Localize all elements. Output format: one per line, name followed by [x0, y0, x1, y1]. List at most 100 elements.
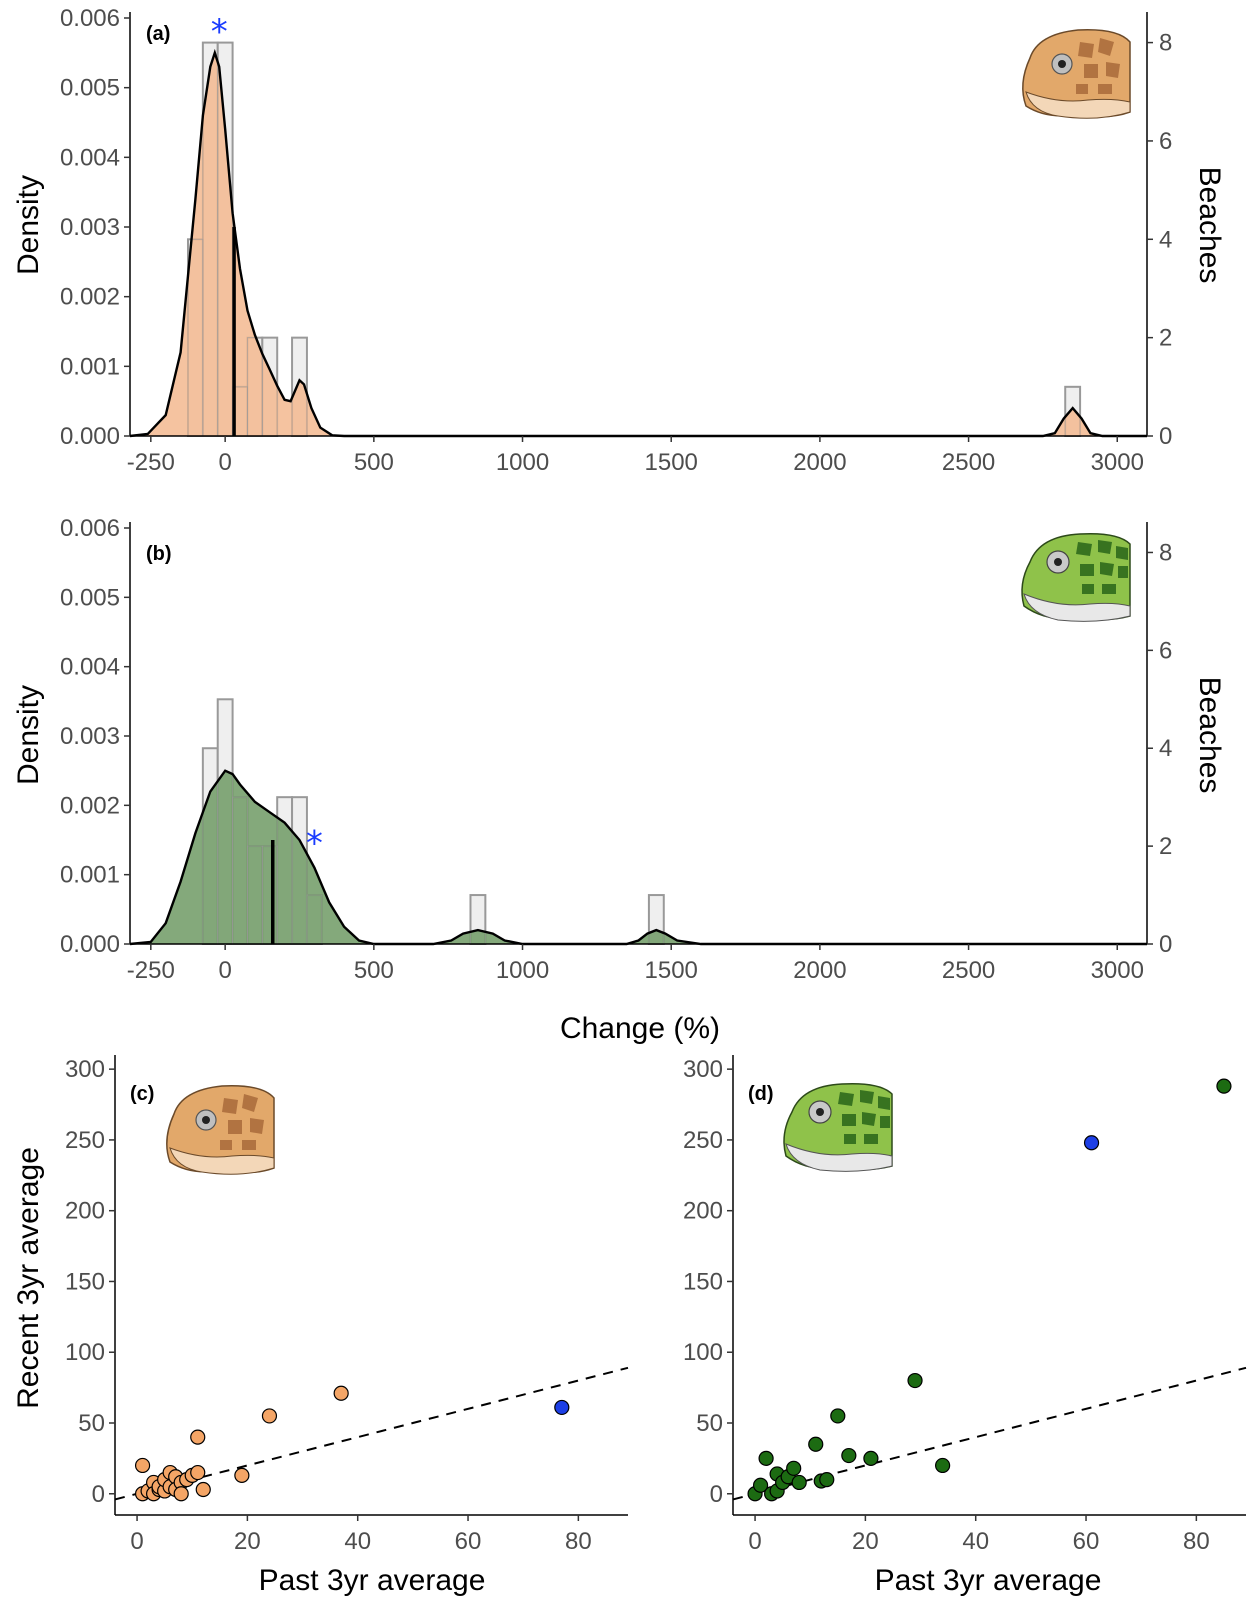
x-tick-label: 20	[852, 1528, 879, 1555]
scatter-point	[786, 1460, 802, 1476]
green-turtle-head-icon	[1021, 532, 1131, 622]
x-tick-label: -250	[127, 957, 175, 984]
reference-line	[732, 1366, 1247, 1501]
x-tick-label: 0	[218, 957, 231, 984]
data-points	[134, 1385, 570, 1502]
x-tick-label: 2500	[942, 449, 995, 476]
y-tick-label: 0.004	[60, 144, 120, 171]
x-tick-label: 60	[1073, 1528, 1100, 1555]
y-tick-label: 0.003	[60, 214, 120, 241]
right-y-tick-label: 6	[1159, 128, 1172, 155]
density-area	[129, 698, 1147, 946]
x-tick-label: 0	[748, 1528, 761, 1555]
x-tick-label: 60	[455, 1528, 482, 1555]
x-tick-label: 500	[354, 957, 394, 984]
x-tick-label: 80	[565, 1528, 592, 1555]
y-axis-title: Recent 3yr average	[12, 1147, 45, 1409]
y-tick-label: 250	[683, 1127, 723, 1154]
right-y-tick-label: 4	[1159, 735, 1172, 762]
x-axis-title: Change (%)	[560, 1012, 720, 1045]
scatter-point	[234, 1467, 250, 1483]
x-tick-label: 0	[218, 449, 231, 476]
x-tick-label: 1000	[496, 449, 549, 476]
panel-b-histogram: -250 0 500 1000 1500 2000 2500 3000 0.000 0.001 0.…	[12, 515, 1226, 1045]
loggerhead-turtle-head-icon	[1022, 29, 1131, 119]
x-tick-label: 3000	[1091, 957, 1144, 984]
y-tick-label: 150	[65, 1268, 105, 1295]
y-tick-label: 0.006	[60, 515, 120, 542]
y-tick-label: 0.000	[60, 931, 120, 958]
x-tick-label: 2000	[793, 449, 846, 476]
data-points	[747, 1078, 1232, 1502]
scatter-point	[935, 1457, 951, 1474]
x-tick-label: 2000	[793, 957, 846, 984]
scatter-point	[752, 1477, 769, 1493]
axes	[109, 1055, 628, 1521]
x-tick-label: 20	[234, 1528, 261, 1555]
y-tick-label: 0.003	[60, 723, 120, 750]
x-tick-label: 2500	[942, 957, 995, 984]
scatter-point	[333, 1385, 349, 1401]
tick-labels: -250 0 500 1000 1500 2000 2500 3000 0.000 0.001 0.…	[60, 515, 1172, 984]
y-tick-label: 0.002	[60, 792, 120, 819]
x-axis-title: Past 3yr average	[259, 1564, 486, 1597]
x-tick-label: 40	[344, 1528, 371, 1555]
y-tick-label: 300	[65, 1056, 105, 1083]
scatter-point	[190, 1464, 206, 1481]
scatter-point	[173, 1486, 189, 1502]
y-tick-label: 0.002	[60, 284, 120, 311]
y-tick-label: 50	[78, 1410, 105, 1437]
scatter-point	[195, 1481, 211, 1498]
right-y-tick-label: 4	[1159, 226, 1172, 253]
density-fill	[130, 770, 1147, 944]
right-y-tick-label: 0	[1159, 423, 1172, 450]
tick-labels: 0 20 40 60 80 0 50 100 150 200 250 300	[683, 1056, 1210, 1555]
right-axis-title: Beaches	[1193, 677, 1226, 794]
scatter-point	[190, 1429, 206, 1445]
y-tick-label: 250	[65, 1127, 105, 1154]
scatter-point	[907, 1372, 923, 1389]
right-y-tick-label: 6	[1159, 637, 1172, 664]
x-tick-label: 1500	[645, 957, 698, 984]
axes	[124, 12, 1153, 442]
highlight-point	[1083, 1135, 1100, 1151]
right-y-tick-label: 0	[1159, 931, 1172, 958]
tick-labels: 0 20 40 60 80 0 50 100 150 200 250 300	[65, 1056, 592, 1555]
x-tick-label: 1000	[496, 957, 549, 984]
y-tick-label: 0	[92, 1481, 105, 1508]
y-tick-label: 0.005	[60, 75, 120, 102]
y-tick-label: 0.005	[60, 584, 120, 611]
significance-asterisk: *	[211, 12, 228, 52]
scatter-point	[134, 1457, 151, 1474]
y-tick-label: 50	[696, 1410, 723, 1437]
scatter-point	[830, 1408, 846, 1424]
x-tick-label: 0	[130, 1528, 143, 1555]
scatter-point	[819, 1472, 835, 1488]
panel-label: (c)	[130, 1083, 154, 1105]
density-area	[129, 42, 1147, 438]
scatter-point	[841, 1447, 857, 1464]
y-tick-label: 200	[65, 1198, 105, 1225]
scatter-point	[758, 1450, 774, 1466]
panel-label: (a)	[146, 23, 170, 45]
axes	[124, 522, 1153, 950]
x-tick-label: 80	[1183, 1528, 1210, 1555]
scatter-point	[808, 1436, 824, 1452]
density-curve	[129, 48, 1147, 438]
x-tick-label: -250	[127, 449, 175, 476]
y-tick-label: 0	[710, 1481, 723, 1508]
density-curve	[129, 769, 1147, 946]
right-y-tick-label: 8	[1159, 539, 1172, 566]
panel-label: (d)	[748, 1083, 774, 1105]
x-tick-label: 500	[354, 449, 394, 476]
highlight-point	[554, 1399, 570, 1416]
scatter-point	[1216, 1078, 1232, 1094]
x-tick-label: 1500	[645, 449, 698, 476]
loggerhead-turtle-head-icon	[166, 1085, 275, 1175]
dashed-reference-line	[114, 1366, 629, 1501]
panel-d-scatter: 0 20 40 60 80 0 50 100 150 200 250 300 (d) Past 3yr…	[683, 1055, 1247, 1597]
scatter-point	[863, 1450, 879, 1466]
green-turtle-head-icon	[783, 1082, 893, 1172]
scatter-point	[261, 1408, 278, 1424]
